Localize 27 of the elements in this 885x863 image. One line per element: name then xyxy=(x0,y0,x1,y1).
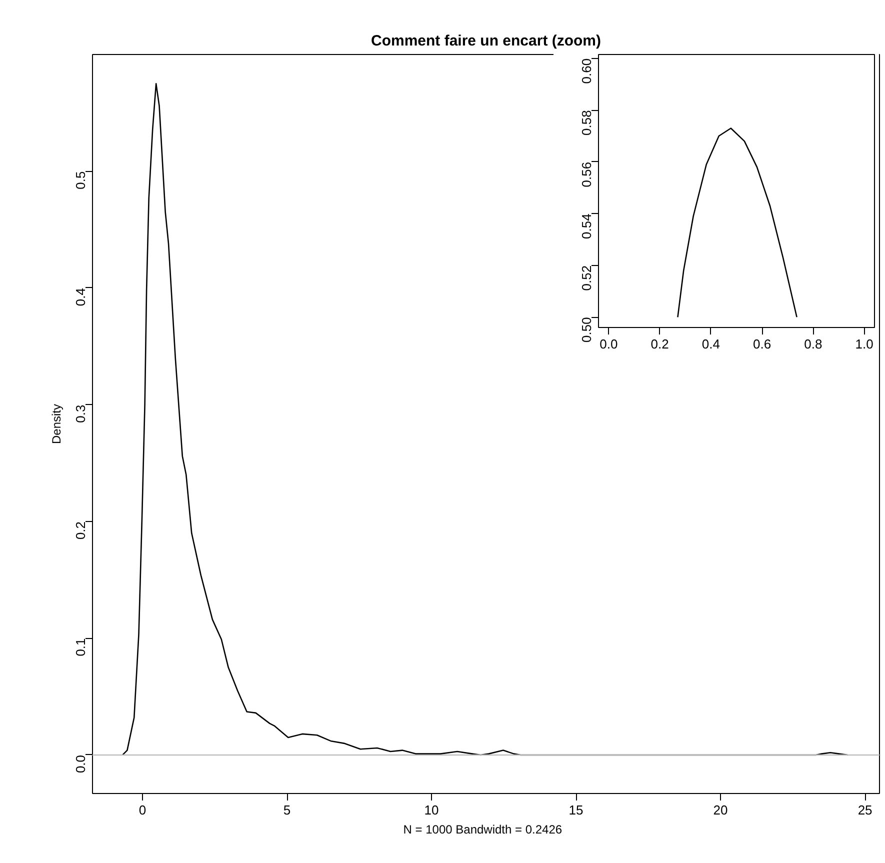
y-tick-label: 0.5 xyxy=(73,171,88,190)
y-tick-label: 0.2 xyxy=(73,521,88,540)
x-axis-title: N = 1000 Bandwidth = 0.2426 xyxy=(403,822,562,836)
chart-title: Comment faire un encart (zoom) xyxy=(370,32,602,50)
y-axis-title: Density xyxy=(50,404,64,444)
y-tick-label: 0.4 xyxy=(73,288,88,306)
x-tick-label: 1.0 xyxy=(855,336,874,352)
x-tick-label: 25 xyxy=(858,802,872,818)
y-tick-label: 0.50 xyxy=(579,317,594,342)
y-tick-label: 0.56 xyxy=(579,162,594,188)
x-tick-label: 0.2 xyxy=(650,336,669,352)
y-tick-label: 0.3 xyxy=(73,404,88,423)
x-tick-label: 0.8 xyxy=(804,336,822,352)
y-tick-label: 0.58 xyxy=(579,110,594,136)
x-tick-label: 0 xyxy=(138,802,146,818)
y-tick-label: 0.0 xyxy=(73,754,88,774)
y-tick-label: 0.60 xyxy=(579,58,594,84)
x-tick-label: 15 xyxy=(568,802,584,818)
y-tick-label: 0.52 xyxy=(579,265,594,291)
x-tick-label: 0.0 xyxy=(600,336,618,352)
y-tick-label: 0.54 xyxy=(579,214,594,239)
x-tick-label: 20 xyxy=(713,802,728,818)
x-tick-label: 0.4 xyxy=(702,336,720,352)
x-tick-label: 5 xyxy=(283,802,291,818)
x-tick-label: 10 xyxy=(424,802,439,818)
y-tick-label: 0.1 xyxy=(73,638,88,656)
x-tick-label: 0.6 xyxy=(753,336,772,352)
